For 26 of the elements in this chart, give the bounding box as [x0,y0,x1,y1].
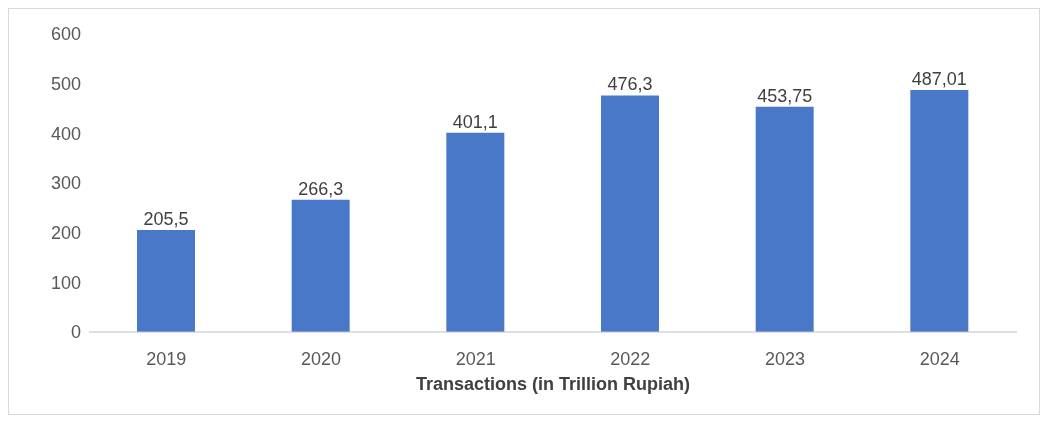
bar [601,95,659,332]
bar [910,90,969,332]
y-tick-label: 100 [50,272,81,293]
bar [446,132,505,332]
bar [291,199,350,332]
y-tick-label: 500 [50,74,81,95]
data-label: 453,75 [757,85,813,106]
data-label: 401,1 [452,111,498,132]
data-label: 476,3 [607,74,653,95]
y-tick-label: 200 [50,223,81,244]
x-tick-label: 2019 [146,348,187,369]
x-tick-label: 2020 [300,348,342,369]
data-label: 205,5 [143,208,189,229]
data-label: 487,01 [911,69,967,90]
bar [755,106,814,332]
x-tick-label: 2022 [610,348,651,369]
x-tick-label: 2024 [919,348,960,369]
x-tick-label: 2023 [764,348,806,369]
y-tick-label: 600 [50,24,81,45]
x-axis-title: Transactions (in Trillion Rupiah) [415,374,691,394]
y-tick-label: 400 [50,123,81,144]
data-label: 266,3 [298,178,344,199]
y-tick-label: 300 [50,173,81,194]
bar [137,229,195,332]
y-tick-label: 0 [70,322,81,343]
x-tick-label: 2021 [455,348,496,369]
